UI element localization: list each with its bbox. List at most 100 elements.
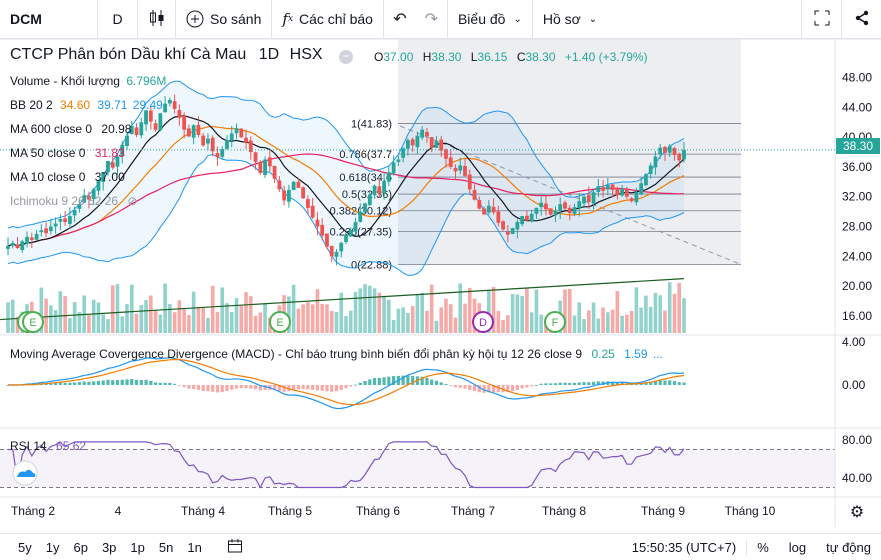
volume-bar	[368, 285, 372, 333]
volume-bar	[253, 315, 258, 333]
legend-ma10[interactable]: MA 10 close 0 37.00	[10, 170, 125, 184]
candle-body	[20, 241, 25, 251]
legend-bb[interactable]: BB 20 2 34.60 39.71 29.49	[10, 98, 163, 112]
macd-histogram-bar	[644, 383, 648, 385]
range-button-1y[interactable]: 1y	[45, 539, 60, 555]
share-button[interactable]	[841, 0, 881, 38]
time-axis-label: Tháng 4	[181, 504, 225, 518]
macd-histogram-bar	[458, 385, 462, 388]
percent-toggle[interactable]: %	[757, 539, 769, 555]
volume-bar	[396, 308, 401, 333]
volume-bar	[325, 304, 329, 333]
candle-body	[615, 187, 620, 196]
macd-histogram-bar	[482, 385, 486, 393]
volume-bar	[310, 304, 315, 333]
candle-body	[282, 190, 287, 201]
interval-button[interactable]: D	[98, 0, 138, 38]
volume-bar	[682, 298, 686, 333]
macd-histogram-bar	[672, 381, 677, 385]
close-value: 38.30	[525, 50, 556, 64]
profile-dropdown[interactable]: Hồ sơ ⌄	[533, 0, 607, 38]
candle-body	[144, 110, 148, 125]
minus-circle-icon[interactable]: −	[339, 50, 353, 64]
candle-body	[263, 159, 267, 175]
range-button-5n[interactable]: 5n	[158, 539, 174, 555]
macd-histogram-bar	[330, 385, 334, 392]
macd-histogram-bar	[230, 385, 234, 390]
macd-histogram-bar	[577, 382, 581, 385]
symbol-search-button[interactable]: DCM	[0, 0, 98, 38]
volume-bar	[125, 304, 129, 333]
candle-body	[15, 244, 20, 249]
undo-button[interactable]: ↶	[384, 0, 416, 38]
legend-ma600[interactable]: MA 600 close 0 20.98	[10, 122, 131, 136]
volume-bar	[134, 313, 139, 333]
legend-macd[interactable]: Moving Average Covergence Divergence (MA…	[10, 347, 663, 361]
log-toggle[interactable]: log	[788, 539, 807, 555]
candle-body	[167, 99, 172, 104]
price-axis-label: 24.00	[842, 249, 872, 263]
macd-histogram-bar	[453, 385, 458, 388]
macd-histogram-bar	[120, 379, 124, 385]
macd-histogram-bar	[411, 376, 415, 385]
macd-histogram-bar	[287, 385, 291, 392]
calendar-icon[interactable]	[227, 538, 243, 557]
macd-histogram-bar	[292, 385, 296, 391]
candle-body	[348, 230, 353, 237]
macd-histogram-bar	[568, 383, 572, 385]
macd-histogram-bar	[173, 383, 177, 385]
macd-histogram-bar	[596, 381, 600, 385]
rsi-axis-label: 80.00	[842, 433, 872, 447]
range-button-3p[interactable]: 3p	[101, 539, 117, 555]
range-button-5y[interactable]: 5y	[18, 539, 32, 555]
legend-rsi[interactable]: RSI 14 65.62	[10, 439, 86, 453]
macd-histogram-bar	[63, 382, 67, 385]
volume-bar	[363, 284, 367, 333]
volume-bar	[353, 291, 358, 333]
range-button-1n[interactable]: 1n	[187, 539, 202, 555]
legend-ma50[interactable]: MA 50 close 0 31.83	[10, 146, 125, 160]
fullscreen-button[interactable]	[801, 0, 841, 38]
candle-body	[315, 219, 320, 227]
resolution: 1D	[258, 46, 280, 63]
volume-bar	[496, 310, 501, 333]
candle-type-button[interactable]	[138, 0, 176, 38]
legend-ichimoku[interactable]: Ichimoku 9 26 52 26 ⊘	[10, 194, 137, 208]
auto-toggle[interactable]: tự động	[826, 539, 871, 555]
volume-bar	[382, 296, 386, 333]
macd-histogram-bar	[587, 382, 591, 385]
trend-line	[399, 125, 742, 265]
chart-canvas[interactable]: 1(41.83)0.786(37.70.618(34.60.5(32.36)0.…	[0, 39, 881, 527]
eye-off-icon[interactable]: ⊘	[127, 194, 138, 208]
volume-bar	[463, 303, 467, 333]
candle-body	[129, 126, 134, 134]
candle-body	[396, 159, 401, 162]
macd-histogram-bar	[387, 376, 391, 385]
volume-bar	[239, 305, 244, 333]
range-button-1p[interactable]: 1p	[130, 539, 145, 555]
toolbar-right	[801, 0, 881, 38]
candle-body	[658, 147, 663, 155]
redo-button[interactable]: ↷	[416, 0, 448, 38]
price-axis-label: 32.00	[842, 190, 872, 204]
macd-histogram-bar	[82, 381, 86, 385]
candle-body	[339, 242, 344, 252]
chart-type-dropdown[interactable]: Biểu đồ ⌄	[448, 0, 533, 38]
macd-histogram-bar	[358, 382, 362, 385]
volume-bar	[301, 304, 305, 333]
candle-body	[206, 138, 210, 144]
candle-body	[525, 215, 529, 221]
macd-histogram-bar	[234, 385, 239, 389]
range-button-6p[interactable]: 6p	[73, 539, 88, 555]
macd-histogram-bar	[472, 385, 477, 392]
candle-body	[363, 203, 367, 213]
legend-volume[interactable]: Volume - Khối lượng 6.796M	[10, 74, 166, 88]
candle-body	[582, 196, 586, 204]
candle-body	[153, 123, 158, 130]
compare-button[interactable]: So sánh	[176, 0, 273, 38]
candle-body	[467, 174, 472, 190]
candle-body	[372, 185, 377, 196]
candle-body	[158, 113, 163, 131]
volume-bar	[206, 317, 210, 333]
